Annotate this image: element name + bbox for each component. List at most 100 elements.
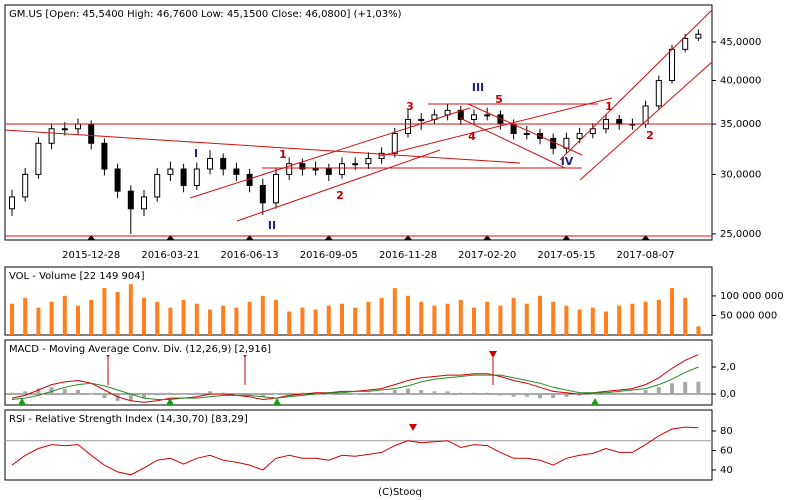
- candle-body: [484, 114, 491, 117]
- volume-bar: [432, 305, 437, 335]
- x-tick-label: 2016-03-21: [141, 250, 199, 261]
- y-tick-label: 45,0000: [720, 37, 761, 48]
- volume-bar: [590, 307, 595, 335]
- volume-bar: [696, 326, 701, 335]
- y-tick-label: 40: [720, 465, 733, 476]
- histogram-bar: [630, 392, 635, 395]
- trend-line: [189, 107, 471, 199]
- volume-bar: [577, 309, 582, 335]
- candle-body: [127, 190, 134, 210]
- volume-bar: [23, 297, 28, 335]
- volume-bar: [524, 303, 529, 335]
- histogram-bar: [485, 392, 490, 395]
- candle-body: [48, 128, 55, 144]
- histogram-bar: [590, 394, 595, 395]
- histogram-bar: [538, 394, 542, 399]
- histogram-bar: [445, 391, 450, 395]
- y-tick-label: 0,0: [720, 389, 736, 400]
- x-tick-marker: [483, 235, 492, 240]
- panel-title: VOL - Volume [22 149 904]: [9, 271, 145, 282]
- histogram-bar: [62, 388, 67, 395]
- title-background: [6, 342, 276, 355]
- histogram-bar: [617, 392, 622, 395]
- volume-bar: [76, 305, 80, 335]
- title-background: [6, 269, 149, 282]
- buy-signal: [166, 398, 174, 405]
- candle-body: [286, 163, 293, 175]
- x-tick-label: 2017-02-20: [458, 250, 516, 261]
- histogram-bar: [696, 381, 701, 395]
- x-tick-marker: [404, 235, 412, 240]
- y-tick-label: 2,0: [720, 362, 736, 373]
- x-tick-marker: [245, 235, 254, 240]
- trend-line: [4, 129, 521, 164]
- panel: [4, 266, 713, 336]
- x-tick-marker: [641, 235, 650, 240]
- histogram-bar: [472, 392, 476, 395]
- volume-bar: [419, 301, 424, 335]
- volume-bar: [181, 299, 186, 335]
- volume-bar: [630, 303, 635, 335]
- histogram-bar: [247, 394, 252, 396]
- volume-bar: [142, 297, 146, 335]
- histogram-bar: [432, 391, 437, 395]
- histogram-bar: [313, 392, 318, 395]
- wave-label: 2: [336, 189, 344, 202]
- histogram-bar: [366, 392, 371, 395]
- histogram-bar: [340, 392, 344, 395]
- candle-body: [88, 123, 95, 144]
- volume-bar: [445, 303, 450, 335]
- histogram-bar: [194, 392, 199, 395]
- candle-body: [154, 173, 161, 198]
- y-tick-label: 35,0000: [720, 119, 761, 130]
- histogram-bar: [326, 394, 331, 395]
- volume-bar: [287, 311, 292, 335]
- histogram-bar: [353, 394, 358, 395]
- histogram-bar: [498, 394, 503, 396]
- sell-signal: [489, 351, 497, 358]
- wave-label: 5: [495, 93, 503, 106]
- candle-body: [325, 168, 332, 175]
- trend-line: [236, 149, 441, 222]
- trend-line: [559, 9, 713, 161]
- volume-bar: [62, 295, 67, 335]
- candle-body: [405, 118, 411, 135]
- candle-body: [576, 133, 583, 139]
- x-tick-marker: [166, 235, 175, 240]
- panel: [4, 339, 713, 406]
- panel-title: GM.US [Open: 45,5400 High: 46,7600 Low: …: [9, 9, 402, 20]
- indicator-line: [11, 426, 699, 476]
- buy-signal: [273, 398, 281, 405]
- candle-body: [61, 128, 68, 131]
- volume-bar: [551, 301, 556, 335]
- volume-bar: [683, 297, 688, 335]
- volume-bar: [511, 297, 516, 335]
- volume-bar: [604, 311, 608, 335]
- histogram-bar: [274, 394, 278, 395]
- x-tick-marker: [87, 235, 96, 240]
- histogram-bar: [379, 392, 384, 395]
- trend-line: [579, 61, 713, 181]
- wave-label: II: [268, 219, 276, 232]
- histogram-bar: [89, 394, 94, 395]
- x-tick-marker: [562, 235, 571, 240]
- panel: [4, 4, 713, 241]
- wave-label: 1: [279, 148, 287, 161]
- trend-line: [459, 117, 566, 169]
- y-tick-label: 30,0000: [720, 169, 761, 180]
- histogram-bar: [36, 388, 41, 395]
- volume-bar: [221, 305, 226, 335]
- title-background: [6, 412, 252, 425]
- volume-bar: [274, 299, 278, 335]
- candle-body: [259, 184, 266, 204]
- candle-body: [312, 168, 319, 171]
- volume-bar: [472, 307, 476, 335]
- candle-body: [523, 133, 530, 136]
- candle-body: [22, 173, 29, 198]
- candle-body: [655, 79, 662, 107]
- volume-bar: [128, 284, 133, 335]
- y-tick-label: 80: [720, 426, 733, 437]
- candle-body: [233, 168, 240, 175]
- panel: [4, 409, 713, 481]
- candle-body: [589, 128, 596, 135]
